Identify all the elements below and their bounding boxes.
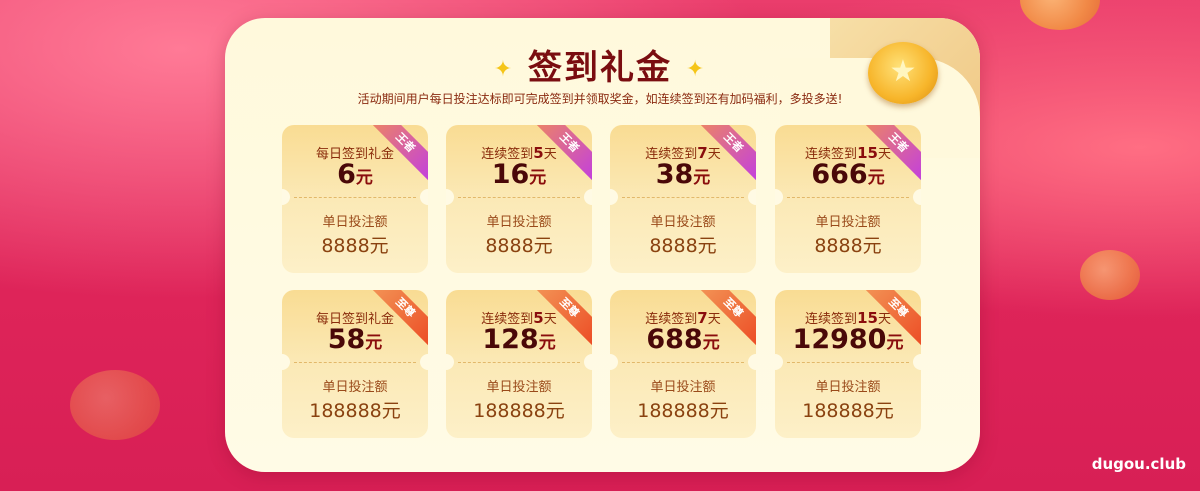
page-title: ✦ 签到礼金 ✦ bbox=[0, 40, 1200, 89]
bet-label: 单日投注额 bbox=[322, 215, 388, 230]
condition-days: 7 bbox=[697, 144, 708, 162]
card-condition: 连续签到15天 bbox=[775, 308, 921, 327]
currency-unit: 元 bbox=[365, 333, 383, 353]
condition-days: 15 bbox=[857, 144, 878, 162]
bet-amount: 8888元 bbox=[814, 235, 882, 257]
bet-label: 单日投注额 bbox=[650, 380, 716, 395]
bet-amount: 8888元 bbox=[485, 235, 553, 257]
condition-text: 每日签到礼金 bbox=[315, 147, 394, 162]
amount-value: 58 bbox=[327, 324, 366, 355]
divider bbox=[294, 197, 416, 198]
bet-amount: 188888元 bbox=[637, 400, 729, 422]
bet-amount: 188888元 bbox=[309, 400, 401, 422]
condition-text: 每日签到礼金 bbox=[315, 312, 394, 327]
reward-card: 王者 连续签到7天 38元 单日投注额 8888元 bbox=[610, 125, 756, 273]
reward-amount: 688元 bbox=[610, 324, 756, 355]
card-condition: 连续签到5天 bbox=[446, 308, 592, 327]
card-condition: 连续签到15天 bbox=[775, 143, 921, 162]
condition-days: 7 bbox=[697, 309, 708, 327]
divider bbox=[458, 362, 580, 363]
amount-value: 16 bbox=[491, 159, 530, 190]
amount-value: 38 bbox=[655, 159, 694, 190]
condition-days: 5 bbox=[533, 309, 544, 327]
currency-unit: 元 bbox=[886, 333, 904, 353]
condition-text: 连续签到 bbox=[805, 147, 858, 162]
condition-text: 连续签到 bbox=[805, 312, 858, 327]
bet-label: 单日投注额 bbox=[815, 380, 881, 395]
card-condition: 连续签到5天 bbox=[446, 143, 592, 162]
card-condition: 连续签到7天 bbox=[610, 143, 756, 162]
amount-value: 688 bbox=[646, 324, 703, 355]
star-coin-icon: ★ bbox=[868, 42, 938, 104]
watermark: dugou.club bbox=[1091, 455, 1186, 473]
reward-card: 至尊 连续签到15天 12980元 单日投注额 188888元 bbox=[775, 290, 921, 438]
card-condition: 每日签到礼金 bbox=[282, 143, 428, 162]
bet-label: 单日投注额 bbox=[486, 380, 552, 395]
sparkle-icon: ✦ bbox=[685, 57, 707, 82]
reward-amount: 12980元 bbox=[775, 324, 921, 355]
bet-amount: 188888元 bbox=[473, 400, 565, 422]
amount-value: 6 bbox=[337, 159, 356, 190]
divider bbox=[622, 362, 744, 363]
bet-amount: 188888元 bbox=[802, 400, 894, 422]
subtitle: 活动期间用户每日投注达标即可完成签到并领取奖金，如连续签到还有加码福利，多投多送… bbox=[357, 92, 843, 106]
divider bbox=[294, 362, 416, 363]
condition-suffix: 天 bbox=[877, 312, 891, 327]
reward-card: 王者 每日签到礼金 6元 单日投注额 8888元 bbox=[282, 125, 428, 273]
reward-amount: 666元 bbox=[775, 159, 921, 190]
condition-suffix: 天 bbox=[707, 312, 721, 327]
condition-suffix: 天 bbox=[877, 147, 891, 162]
condition-text: 连续签到 bbox=[645, 312, 698, 327]
reward-amount: 38元 bbox=[610, 159, 756, 190]
amount-value: 12980 bbox=[792, 324, 887, 355]
bet-label: 单日投注额 bbox=[322, 380, 388, 395]
divider bbox=[787, 362, 909, 363]
reward-amount: 128元 bbox=[446, 324, 592, 355]
reward-card: 至尊 每日签到礼金 58元 单日投注额 188888元 bbox=[282, 290, 428, 438]
amount-value: 128 bbox=[482, 324, 539, 355]
condition-days: 5 bbox=[533, 144, 544, 162]
condition-text: 连续签到 bbox=[481, 312, 534, 327]
bet-amount: 8888元 bbox=[321, 235, 389, 257]
decorative-coin bbox=[1020, 0, 1100, 30]
divider bbox=[787, 197, 909, 198]
divider bbox=[458, 197, 580, 198]
reward-amount: 58元 bbox=[282, 324, 428, 355]
reward-card: 至尊 连续签到7天 688元 单日投注额 188888元 bbox=[610, 290, 756, 438]
divider bbox=[622, 197, 744, 198]
currency-unit: 元 bbox=[867, 168, 885, 188]
condition-text: 连续签到 bbox=[481, 147, 534, 162]
currency-unit: 元 bbox=[355, 168, 373, 188]
condition-text: 连续签到 bbox=[645, 147, 698, 162]
reward-amount: 6元 bbox=[282, 159, 428, 190]
reward-card: 王者 连续签到15天 666元 单日投注额 8888元 bbox=[775, 125, 921, 273]
bet-label: 单日投注额 bbox=[815, 215, 881, 230]
reward-amount: 16元 bbox=[446, 159, 592, 190]
sparkle-icon: ✦ bbox=[493, 57, 515, 82]
amount-value: 666 bbox=[811, 159, 868, 190]
currency-unit: 元 bbox=[538, 333, 556, 353]
title-text: 签到礼金 bbox=[528, 48, 672, 88]
condition-suffix: 天 bbox=[543, 147, 557, 162]
condition-days: 15 bbox=[857, 309, 878, 327]
reward-card: 至尊 连续签到5天 128元 单日投注额 188888元 bbox=[446, 290, 592, 438]
bet-amount: 8888元 bbox=[649, 235, 717, 257]
reward-card: 王者 连续签到5天 16元 单日投注额 8888元 bbox=[446, 125, 592, 273]
card-condition: 每日签到礼金 bbox=[282, 308, 428, 327]
bet-label: 单日投注额 bbox=[486, 215, 552, 230]
condition-suffix: 天 bbox=[543, 312, 557, 327]
bet-label: 单日投注额 bbox=[650, 215, 716, 230]
decorative-coin bbox=[1080, 250, 1140, 300]
currency-unit: 元 bbox=[529, 168, 547, 188]
decorative-coin bbox=[70, 370, 160, 440]
condition-suffix: 天 bbox=[707, 147, 721, 162]
currency-unit: 元 bbox=[693, 168, 711, 188]
card-condition: 连续签到7天 bbox=[610, 308, 756, 327]
currency-unit: 元 bbox=[702, 333, 720, 353]
